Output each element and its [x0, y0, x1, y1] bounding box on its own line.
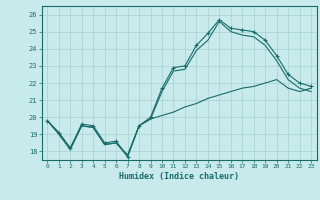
X-axis label: Humidex (Indice chaleur): Humidex (Indice chaleur): [119, 172, 239, 181]
